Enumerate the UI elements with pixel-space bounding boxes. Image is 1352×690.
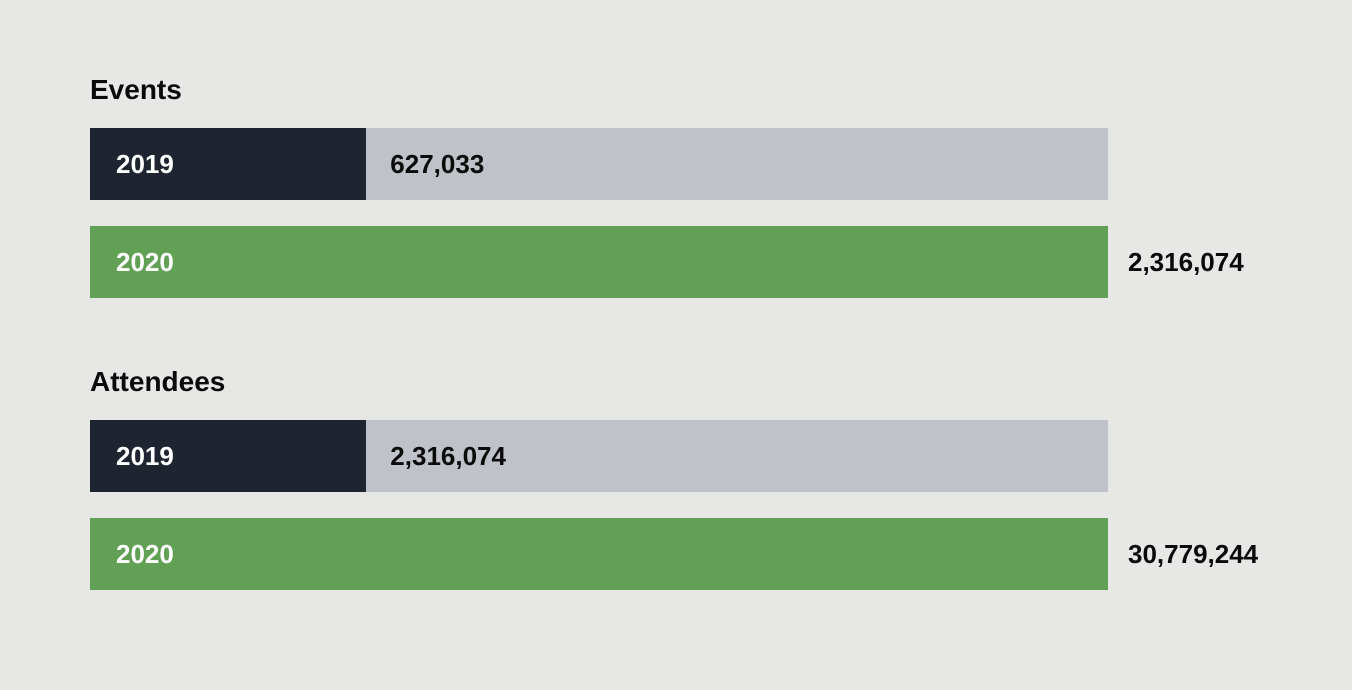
bar-fill: 2020 bbox=[90, 518, 1108, 590]
chart-section: Events 2019 627,033 2020 2,316,074 bbox=[90, 74, 1262, 298]
bar-fill: 2019 bbox=[90, 128, 366, 200]
bar-track: 2020 bbox=[90, 226, 1108, 298]
chart-section: Attendees 2019 2,316,074 2020 30,779,244 bbox=[90, 366, 1262, 590]
bar-value: 2,316,074 bbox=[1128, 247, 1244, 278]
bar-row: 2019 627,033 bbox=[90, 128, 1262, 200]
bar-row: 2019 2,316,074 bbox=[90, 420, 1262, 492]
bar-year-label: 2020 bbox=[116, 247, 174, 278]
bar-track: 2020 bbox=[90, 518, 1108, 590]
bar-track: 2019 2,316,074 bbox=[90, 420, 1108, 492]
section-title: Attendees bbox=[90, 366, 1262, 398]
bar-row: 2020 2,316,074 bbox=[90, 226, 1262, 298]
bar-year-label: 2019 bbox=[116, 149, 174, 180]
bar-fill: 2020 bbox=[90, 226, 1108, 298]
bar-value: 627,033 bbox=[390, 128, 484, 200]
bar-value: 2,316,074 bbox=[390, 420, 506, 492]
bar-year-label: 2020 bbox=[116, 539, 174, 570]
comparison-chart: Events 2019 627,033 2020 2,316,074 Attendees 2… bbox=[90, 74, 1262, 590]
bar-track: 2019 627,033 bbox=[90, 128, 1108, 200]
bar-row: 2020 30,779,244 bbox=[90, 518, 1262, 590]
bar-fill: 2019 bbox=[90, 420, 366, 492]
section-title: Events bbox=[90, 74, 1262, 106]
bar-value: 30,779,244 bbox=[1128, 539, 1258, 570]
bar-year-label: 2019 bbox=[116, 441, 174, 472]
